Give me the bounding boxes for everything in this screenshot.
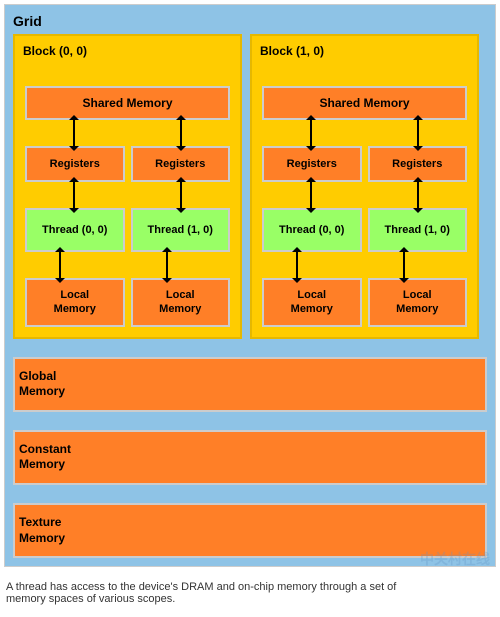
block-title: Block (1, 0) xyxy=(258,42,471,86)
arrows-shared-reg xyxy=(258,120,471,146)
arrow-icon xyxy=(73,182,75,208)
figure-caption: A thread has access to the device's DRAM… xyxy=(0,571,420,609)
grid-container: Grid Block (0, 0) Shared Memory Register… xyxy=(4,4,496,567)
local-memory: LocalMemory xyxy=(131,278,231,327)
arrows-thread-local xyxy=(258,252,471,278)
thread: Thread (1, 0) xyxy=(131,208,231,252)
local-memory: LocalMemory xyxy=(262,278,362,327)
registers-row: Registers Registers xyxy=(262,146,467,182)
arrows-reg-thread xyxy=(21,182,234,208)
arrows-shared-reg xyxy=(21,120,234,146)
arrow-icon xyxy=(180,182,182,208)
thread: Thread (0, 0) xyxy=(25,208,125,252)
thread: Thread (1, 0) xyxy=(368,208,468,252)
local-memory: LocalMemory xyxy=(25,278,125,327)
arrow-icon xyxy=(417,182,419,208)
arrow-icon xyxy=(73,120,75,146)
arrows-thread-local xyxy=(21,252,234,278)
arrow-icon xyxy=(296,252,298,278)
thread-row: Thread (0, 0) Thread (1, 0) xyxy=(25,208,230,252)
thread: Thread (0, 0) xyxy=(262,208,362,252)
arrow-icon xyxy=(59,252,61,278)
arrow-icon xyxy=(310,120,312,146)
arrow-icon xyxy=(310,182,312,208)
arrow-icon xyxy=(166,252,168,278)
texture-memory: TextureMemory xyxy=(13,503,487,558)
block-1-0: Block (1, 0) Shared Memory Registers Reg… xyxy=(250,34,479,339)
local-row: LocalMemory LocalMemory xyxy=(25,278,230,327)
blocks-row: Block (0, 0) Shared Memory Registers Reg… xyxy=(13,34,487,339)
block-title: Block (0, 0) xyxy=(21,42,234,86)
thread-row: Thread (0, 0) Thread (1, 0) xyxy=(262,208,467,252)
local-row: LocalMemory LocalMemory xyxy=(262,278,467,327)
registers-row: Registers Registers xyxy=(25,146,230,182)
global-memory: GlobalMemory xyxy=(13,357,487,412)
arrow-icon xyxy=(417,120,419,146)
arrow-icon xyxy=(403,252,405,278)
block-0-0: Block (0, 0) Shared Memory Registers Reg… xyxy=(13,34,242,339)
shared-memory: Shared Memory xyxy=(262,86,467,120)
arrows-reg-thread xyxy=(258,182,471,208)
constant-memory: ConstantMemory xyxy=(13,430,487,485)
grid-title: Grid xyxy=(13,11,487,34)
arrow-icon xyxy=(180,120,182,146)
local-memory: LocalMemory xyxy=(368,278,468,327)
shared-memory: Shared Memory xyxy=(25,86,230,120)
